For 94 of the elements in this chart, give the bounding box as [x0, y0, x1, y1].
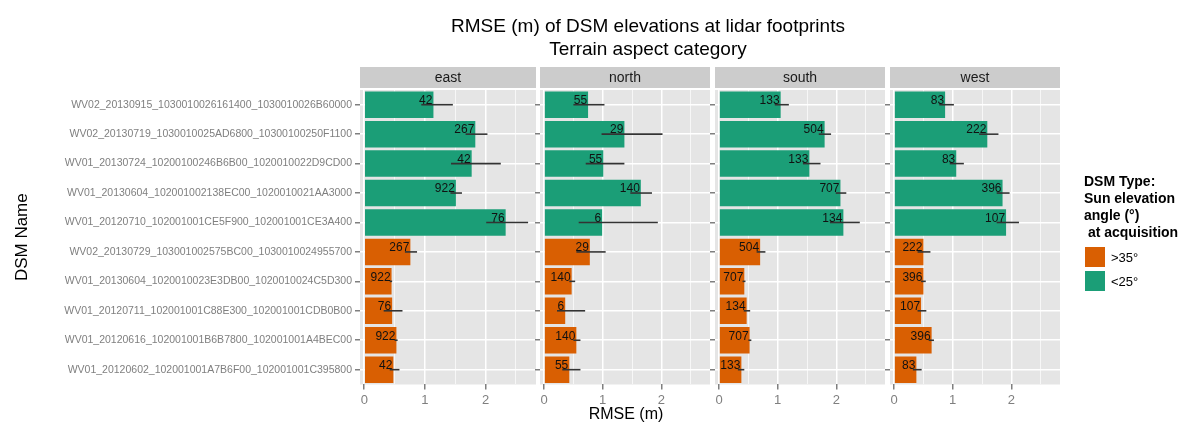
- y-tick-label: WV02_20130719_1030010025AD6800_10300100250F1100: [69, 127, 353, 140]
- annotation: 6: [557, 299, 565, 314]
- annotation: 922: [375, 328, 396, 343]
- annotation: 267: [389, 240, 410, 255]
- annotation: 922: [370, 269, 391, 284]
- annotation: 504: [739, 240, 760, 255]
- annotation: 140: [555, 328, 576, 343]
- annotation: 83: [941, 151, 956, 166]
- y-tick-label: WV01_20120616_102001001B6B7800_102001001A4BEC00: [64, 333, 353, 346]
- annotation: 134: [822, 210, 843, 225]
- annotation: 83: [930, 93, 945, 108]
- legend-label: >35°: [1111, 249, 1139, 265]
- x-tick-label: 2: [657, 391, 665, 407]
- bar: [719, 209, 844, 236]
- x-tick-label: 0: [360, 391, 368, 407]
- bar: [719, 91, 781, 118]
- x-tick-label: 2: [832, 391, 840, 407]
- y-tick-label: WV01_20120602_102001001A7B6F00_102001001C395800: [67, 362, 353, 375]
- annotation: 55: [554, 357, 569, 372]
- y-axis-title: DSM Name: [11, 193, 31, 282]
- bar: [365, 120, 476, 148]
- bar: [894, 179, 1003, 207]
- annotation: 42: [457, 151, 471, 166]
- x-tick-label: 0: [715, 391, 723, 407]
- annotation: 267: [454, 122, 475, 137]
- text: RMSE (m) of DSM elevations at lidar footprints: [450, 14, 846, 37]
- annotation: 55: [573, 93, 588, 108]
- y-tick-label: WV01_20130604_1020010023E3DB00_1020010024C5D300: [64, 274, 353, 287]
- annotation: 76: [491, 210, 505, 225]
- bar: [365, 91, 434, 118]
- x-tick-label: 0: [890, 391, 898, 407]
- annotation: 707: [728, 328, 749, 343]
- bar: [365, 150, 472, 177]
- annotation: 922: [434, 181, 456, 196]
- y-tick-label: WV01_20130604_102001002138EC00_1020010021AA3000: [67, 185, 353, 198]
- bar: [894, 150, 957, 177]
- annotation: 140: [619, 181, 641, 196]
- chart-title: east: [434, 68, 462, 85]
- x-tick-label: 0: [540, 391, 548, 407]
- annotation: 76: [377, 299, 392, 314]
- x-axis-title: RMSE (m): [587, 405, 665, 423]
- legend-title: DSM Type: Sun elevation angle (°) at acquisition: [1084, 173, 1179, 241]
- x-tick-label: 1: [774, 391, 782, 407]
- legend-label: <25°: [1111, 273, 1139, 289]
- annotation: 396: [981, 181, 1002, 196]
- bar: [894, 120, 988, 148]
- x-tick-label: 2: [482, 391, 490, 407]
- bar: [894, 91, 946, 118]
- y-tick-label: WV02_20130915_1030010026161400_1030010026B60000: [71, 97, 353, 110]
- annotation: 133: [788, 151, 809, 166]
- annotation: 504: [803, 122, 824, 137]
- annotation: 107: [985, 210, 1006, 225]
- bar: [544, 150, 604, 177]
- text: Terrain aspect category: [548, 37, 748, 60]
- annotation: 707: [723, 269, 744, 284]
- annotation: 29: [610, 122, 624, 137]
- chart-title: north: [609, 68, 641, 85]
- annotation: 140: [550, 269, 571, 284]
- bar: [544, 120, 625, 148]
- bar: [719, 179, 841, 207]
- y-tick-label: WV01_20130724_10200100246B6B00_1020010022D9CD00: [64, 156, 353, 169]
- y-tick-label: WV02_20130729_103001002575BC00_1030010024955700: [69, 244, 353, 257]
- x-tick-label: 1: [599, 391, 607, 407]
- annotation: 107: [900, 299, 921, 314]
- y-tick-label: WV01_20120710_102001001CE5F900_102001001CE3A400: [64, 215, 353, 228]
- annotation: 83: [902, 357, 916, 372]
- x-tick-label: 1: [421, 391, 429, 407]
- annotation: 707: [819, 181, 840, 196]
- bar: [719, 120, 825, 148]
- x-tick-label: 2: [1007, 391, 1015, 407]
- x-tick-label: 1: [949, 391, 957, 407]
- bar: [365, 356, 394, 383]
- bar: [544, 179, 641, 207]
- annotation: 222: [966, 122, 987, 137]
- annotation: 6: [594, 210, 602, 225]
- annotation: 134: [725, 299, 746, 314]
- y-tick-label: WV01_20120711_102001001C88E300_102001001CDB0B00: [64, 303, 353, 316]
- chart-title: west: [959, 68, 990, 85]
- bar: [894, 209, 1007, 236]
- chart-title: south: [782, 68, 818, 85]
- bar: [365, 209, 506, 236]
- bar: [544, 209, 603, 236]
- annotation: 42: [419, 93, 433, 108]
- bar: [544, 91, 589, 118]
- annotation: 222: [902, 240, 923, 255]
- annotation: 55: [588, 151, 603, 166]
- bar: [719, 150, 810, 177]
- annotation: 29: [575, 240, 590, 255]
- annotation: 396: [902, 269, 923, 284]
- annotation: 396: [910, 328, 931, 343]
- annotation: 42: [379, 357, 393, 372]
- annotation: 133: [720, 357, 741, 372]
- bar: [365, 179, 456, 207]
- annotation: 133: [759, 93, 780, 108]
